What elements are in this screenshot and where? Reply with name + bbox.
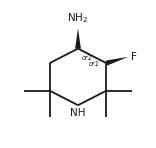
Text: NH: NH <box>70 108 86 118</box>
Text: or1: or1 <box>89 61 100 67</box>
Polygon shape <box>106 57 128 66</box>
Text: F: F <box>131 52 137 62</box>
Polygon shape <box>75 28 81 49</box>
Text: NH$_2$: NH$_2$ <box>67 11 89 25</box>
Text: or1: or1 <box>82 55 93 61</box>
